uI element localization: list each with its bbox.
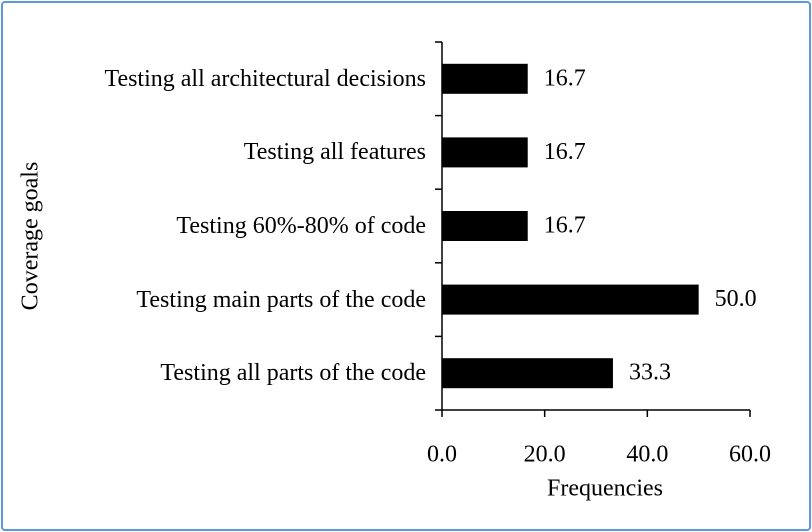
y-tick-label: Testing all parts of the code <box>160 360 426 387</box>
bar <box>442 211 528 241</box>
x-tick-label: 0.0 <box>427 442 457 468</box>
bar <box>442 137 528 168</box>
bar <box>442 284 699 315</box>
category-box: Testing all parts of the code <box>66 337 426 409</box>
x-axis-label: Frequencies <box>547 476 663 502</box>
category-box: Testing all architectural decisions <box>66 43 426 115</box>
value-label: 16.7 <box>544 65 586 91</box>
category-box: Testing all features <box>66 116 426 188</box>
value-label: 16.7 <box>544 139 586 165</box>
x-tick-label: 20.0 <box>524 442 566 468</box>
category-box: Testing main parts of the code <box>66 264 426 336</box>
y-tick-label: Testing all features <box>243 139 426 166</box>
bar <box>442 358 613 389</box>
value-label: 33.3 <box>629 360 671 386</box>
y-axis-label: Coverage goals <box>18 162 44 311</box>
value-label: 16.7 <box>544 213 586 239</box>
category-box: Testing 60%-80% of code <box>66 190 426 262</box>
x-tick-label: 60.0 <box>729 442 771 468</box>
y-tick-label: Testing main parts of the code <box>136 286 426 313</box>
bar <box>442 63 528 94</box>
y-tick-label: Testing all architectural decisions <box>104 65 426 92</box>
x-tick-label: 40.0 <box>626 442 668 468</box>
value-label: 50.0 <box>715 286 757 312</box>
y-tick-label: Testing 60%-80% of code <box>176 213 426 239</box>
